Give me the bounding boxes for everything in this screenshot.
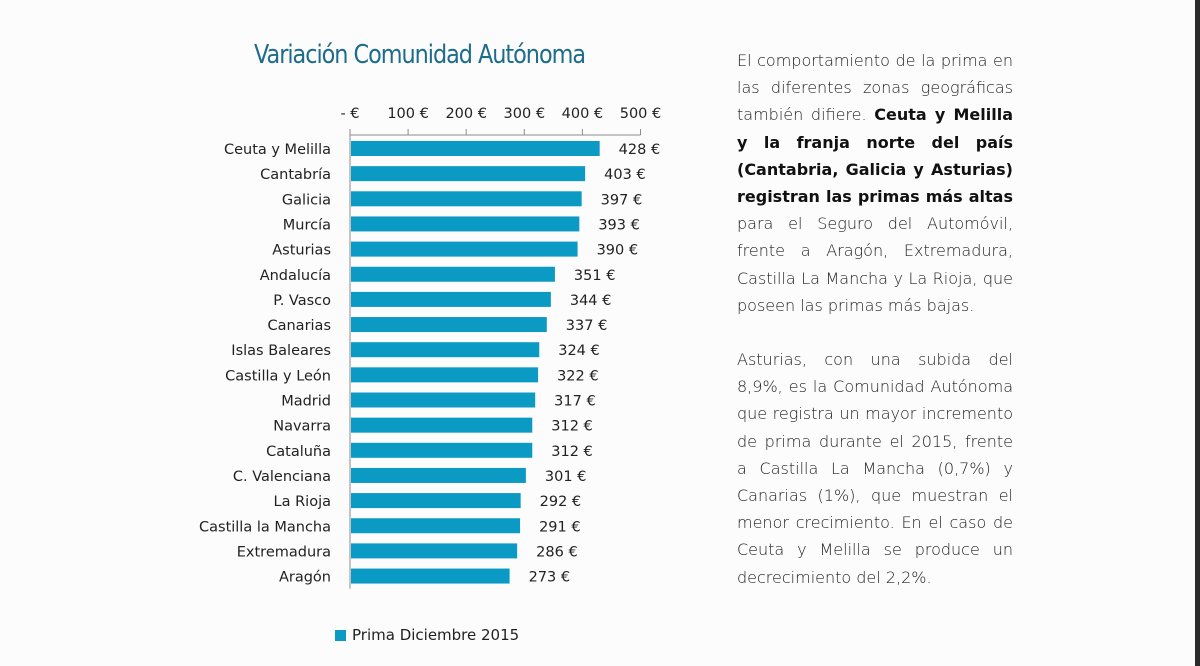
window-edge [1195,0,1200,666]
bar [351,493,521,509]
data-label: 397 € [601,192,643,208]
bar [351,241,578,257]
bar [351,568,510,584]
x-tick-label: 400 € [562,106,604,122]
bar [351,518,521,534]
category-label: P. Vasco [273,293,331,309]
data-label: 337 € [566,318,608,334]
category-label: Madrid [281,394,331,410]
category-label: Aragón [279,570,331,586]
bar [351,291,551,307]
category-label: Canarias [267,318,331,334]
paragraph-1-rest: para el Seguro del Automóvil, frente a A… [737,214,1013,315]
data-label: 312 € [551,419,593,435]
data-label: 390 € [597,243,639,259]
bar [351,467,526,483]
category-label: Castilla y León [225,368,331,384]
bar [351,216,580,232]
category-label: Cantabría [260,167,331,183]
bar [351,543,518,559]
bar-chart: - € 100 € 200 € 300 € 400 € 500 € Ceuta y Mel… [199,106,662,589]
category-label: Islas Baleares [231,343,331,359]
bar [351,442,533,458]
category-label: La Rioja [274,494,331,510]
data-label: 322 € [557,368,599,384]
bar [351,166,586,182]
bar [351,417,533,433]
category-label: Cataluña [266,444,331,460]
x-tick-label: 500 € [620,106,662,122]
data-label: 403 € [604,167,646,183]
paragraph-1-highlight: Ceuta y Melilla y la franja norte del pa… [737,105,1013,207]
data-label: 286 € [536,544,578,560]
data-label: 292 € [540,494,582,510]
category-label: Ceuta y Melilla [224,142,331,158]
category-label: Asturias [272,243,331,259]
description-text: El comportamiento de la prima en las dif… [737,47,1013,591]
legend: Prima Diciembre 2015 [335,626,519,644]
category-label: Andalucía [260,268,331,284]
data-label: 324 € [558,343,600,359]
category-label: Galicia [282,192,331,208]
category-label: C. Valenciana [233,469,331,485]
data-label: 301 € [545,469,587,485]
bar [351,317,547,333]
bar [351,367,539,383]
x-tick-label: 200 € [445,106,487,122]
data-label: 291 € [539,519,581,535]
paragraph-1: El comportamiento de la prima en las dif… [737,47,1013,319]
bar [351,141,600,156]
data-label: 273 € [529,570,571,586]
category-label: Extremadura [237,544,331,560]
x-tick-label: - € [340,106,359,122]
data-label: 351 € [574,268,616,284]
data-label: 393 € [598,217,640,233]
bar [351,342,540,358]
legend-label: Prima Diciembre 2015 [352,626,520,644]
data-label: 312 € [551,444,593,460]
data-label: 428 € [619,142,661,158]
category-label: Murcía [283,217,331,233]
paragraph-2: Asturias, con una subida del 8,9%, es la… [737,350,1013,587]
legend-swatch [335,629,346,641]
category-label: Navarra [273,419,331,435]
category-label: Castilla la Mancha [199,519,331,535]
bar [351,191,582,207]
paragraph-1-intro: El comportamiento de la prima en las dif… [737,51,1013,125]
data-label: 317 € [554,394,596,410]
chart-title: Variación Comunidad Autónoma [254,40,586,70]
bar [351,266,555,282]
x-tick-label: 300 € [504,106,546,122]
bar [351,392,536,408]
data-label: 344 € [570,293,612,309]
x-tick-label: 100 € [387,106,429,122]
